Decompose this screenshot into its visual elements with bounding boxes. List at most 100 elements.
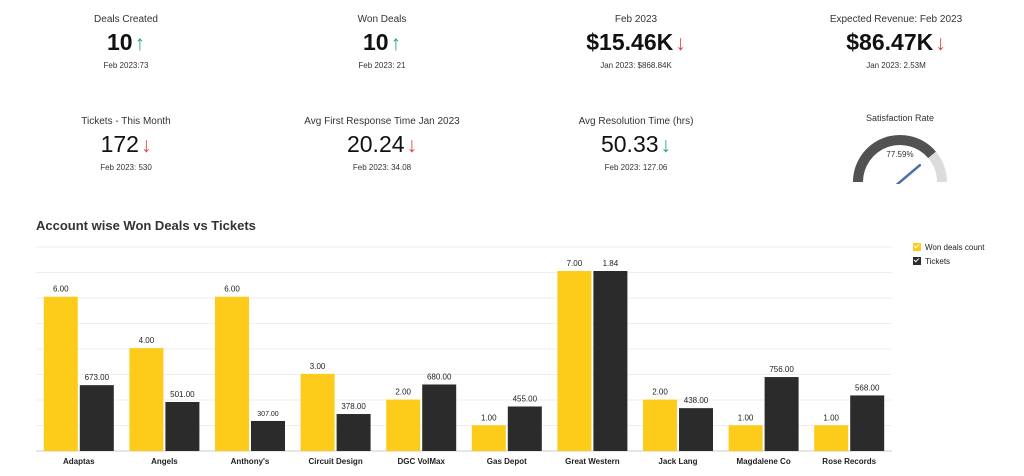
bar-tickets bbox=[165, 401, 200, 451]
legend-label: Won deals count bbox=[925, 242, 985, 252]
kpi-resolution-time: Avg Resolution Time (hrs) 50.33↓ Feb 202… bbox=[526, 116, 746, 173]
bar-won-deals bbox=[215, 296, 249, 451]
chart-legend: Won deals count Tickets bbox=[913, 240, 984, 268]
kpi-tickets-month: Tickets - This Month 172↓ Feb 2023: 530 bbox=[16, 116, 236, 173]
data-label-won: 7.00 bbox=[567, 259, 583, 268]
data-label-won: 1.00 bbox=[823, 413, 839, 422]
x-tick-label: Rose Records bbox=[822, 457, 876, 466]
kpi-value: $15.46K↓ bbox=[586, 29, 686, 55]
data-label-tickets: 756.00 bbox=[769, 365, 794, 374]
bar-tickets bbox=[79, 385, 114, 451]
kpi-value: 20.24↓ bbox=[346, 131, 418, 157]
x-tick-label: Anthony's bbox=[231, 457, 270, 466]
gauge-fill bbox=[853, 135, 936, 183]
data-label-won: 1.00 bbox=[738, 413, 754, 422]
kpi-comparison: Jan 2023: $868.84K bbox=[600, 61, 672, 70]
data-label-won: 2.00 bbox=[652, 388, 668, 397]
kpi-label: Avg First Response Time Jan 2023 bbox=[304, 116, 460, 127]
kpi-comparison: Feb 2023: 127.06 bbox=[604, 163, 668, 172]
gauge-dial: 77.59% bbox=[853, 135, 947, 188]
data-label-won: 6.00 bbox=[224, 285, 240, 294]
kpi-first-response: Avg First Response Time Jan 2023 20.24↓ … bbox=[272, 116, 492, 173]
data-label-tickets: 673.00 bbox=[85, 373, 110, 382]
kpi-value: 172↓ bbox=[100, 131, 152, 157]
arrow-down-icon: ↓ bbox=[675, 32, 686, 55]
bar-won-deals bbox=[557, 271, 592, 451]
bar-won-deals bbox=[471, 425, 506, 451]
bar-won-deals bbox=[814, 425, 849, 451]
bar-tickets bbox=[336, 414, 371, 451]
kpi-comparison: Feb 2023: 530 bbox=[100, 163, 152, 172]
kpi-won-deals: Won Deals 10↑ Feb 2023: 21 bbox=[272, 14, 492, 71]
satisfaction-gauge: Satisfaction Rate 77.59% bbox=[840, 112, 960, 188]
arrow-down-icon: ↓ bbox=[935, 32, 946, 55]
checkbox-icon bbox=[913, 243, 921, 251]
kpi-comparison: Feb 2023:73 bbox=[103, 61, 149, 70]
x-tick-label: Jack Lang bbox=[658, 457, 697, 466]
data-label-won: 2.00 bbox=[395, 388, 411, 397]
kpi-value: $86.47K↓ bbox=[846, 29, 946, 55]
gauge-value-label: 77.59% bbox=[886, 150, 913, 159]
gauge-title: Satisfaction Rate bbox=[865, 113, 935, 123]
checkbox-icon bbox=[913, 257, 921, 265]
bar-tickets bbox=[251, 420, 285, 451]
bar-won-deals bbox=[643, 399, 677, 451]
kpi-label: Avg Resolution Time (hrs) bbox=[578, 116, 694, 127]
x-tick-label: Angels bbox=[151, 457, 178, 466]
data-label-tickets: 568.00 bbox=[855, 383, 880, 392]
kpi-revenue-feb: Feb 2023 $15.46K↓ Jan 2023: $868.84K bbox=[526, 14, 746, 71]
kpi-label: Deals Created bbox=[94, 14, 158, 25]
x-tick-label: Adaptas bbox=[63, 457, 95, 466]
kpi-comparison: Feb 2023: 21 bbox=[358, 61, 406, 70]
bar-tickets bbox=[422, 384, 457, 451]
bar-tickets bbox=[764, 377, 799, 451]
kpi-deals-created: Deals Created 10↑ Feb 2023:73 bbox=[16, 14, 236, 71]
data-label-tickets: 438.00 bbox=[684, 396, 709, 405]
data-label-tickets: 501.00 bbox=[170, 390, 195, 399]
bar-tickets bbox=[507, 406, 542, 451]
kpi-value: 50.33↓ bbox=[600, 131, 672, 157]
bar-won-deals bbox=[129, 348, 164, 451]
legend-label: Tickets bbox=[925, 256, 951, 266]
x-tick-label: DGC VolMax bbox=[397, 457, 445, 466]
arrow-down-green-icon: ↓ bbox=[660, 134, 672, 157]
kpi-comparison: Jan 2023: 2.53M bbox=[866, 61, 926, 70]
chart-title: Account wise Won Deals vs Tickets bbox=[36, 218, 256, 233]
data-label-tickets: 1.84 bbox=[603, 259, 619, 268]
x-tick-label: Circuit Design bbox=[308, 457, 362, 466]
bar-tickets bbox=[679, 408, 713, 451]
bar-won-deals bbox=[386, 399, 421, 451]
x-tick-label: Gas Depot bbox=[487, 457, 527, 466]
arrow-down-icon: ↓ bbox=[406, 134, 418, 157]
bar-won-deals bbox=[300, 373, 335, 451]
legend-item-tickets[interactable]: Tickets bbox=[913, 254, 984, 268]
x-tick-label: Magdalene Co bbox=[736, 457, 790, 466]
data-label-won: 6.00 bbox=[53, 285, 69, 294]
data-label-tickets: 455.00 bbox=[513, 394, 538, 403]
x-tick-label: Great Western bbox=[565, 457, 620, 466]
arrow-down-icon: ↓ bbox=[140, 134, 152, 157]
bar-won-deals bbox=[728, 425, 763, 451]
kpi-label: Expected Revenue: Feb 2023 bbox=[829, 14, 963, 25]
data-label-won: 1.00 bbox=[481, 413, 497, 422]
kpi-label: Feb 2023 bbox=[614, 14, 658, 25]
data-label-won: 4.00 bbox=[139, 336, 155, 345]
bar-won-deals bbox=[43, 296, 78, 451]
arrow-up-icon: ↑ bbox=[134, 32, 146, 55]
bar-tickets bbox=[850, 395, 885, 451]
data-label-tickets: 680.00 bbox=[427, 372, 452, 381]
kpi-value: 10↑ bbox=[106, 29, 146, 55]
arrow-up-icon: ↑ bbox=[390, 32, 402, 55]
kpi-label: Tickets - This Month bbox=[81, 116, 171, 127]
legend-item-won-deals[interactable]: Won deals count bbox=[913, 240, 984, 254]
data-label-tickets: 307.00 bbox=[257, 411, 279, 418]
kpi-expected-revenue: Expected Revenue: Feb 2023 $86.47K↓ Jan … bbox=[786, 14, 1006, 71]
data-label-tickets: 378.00 bbox=[341, 402, 366, 411]
gauge-needle bbox=[894, 163, 922, 188]
data-label-won: 3.00 bbox=[310, 362, 326, 371]
kpi-label: Won Deals bbox=[357, 14, 407, 25]
kpi-value: 10↑ bbox=[362, 29, 402, 55]
bar-tickets bbox=[593, 271, 628, 451]
kpi-comparison: Feb 2023: 34.08 bbox=[352, 163, 412, 172]
